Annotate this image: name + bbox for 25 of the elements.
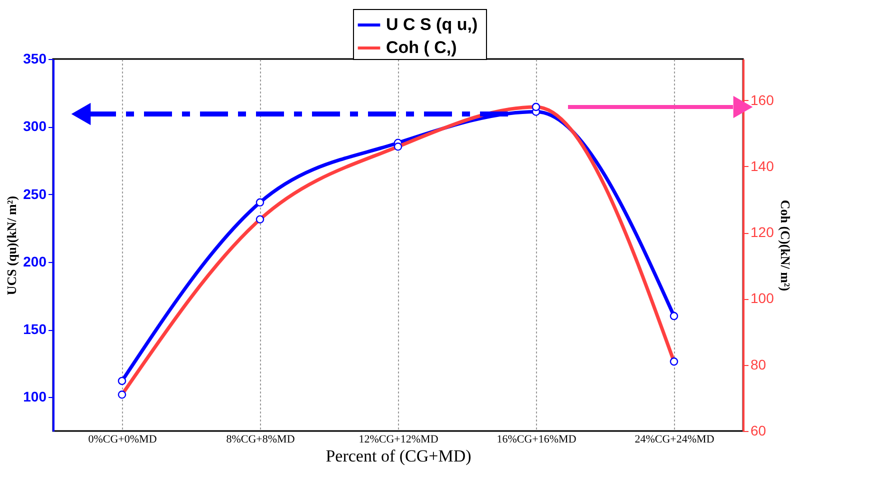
y-tick-label: 250 [23,186,47,202]
y-axis-title: UCS (qu)(kN/ m²) [4,196,20,296]
y2-tick-label: 60 [750,422,766,438]
x-tick-label: 8%CG+8%MD [226,434,295,446]
y2-axis-title: Coh (C)(kN/ m²) [778,200,793,292]
x-tick-label: 24%CG+24%MD [634,434,714,446]
y2-tick-label: 140 [750,158,774,174]
y-tick-label: 300 [23,118,47,134]
x-axis-title: Percent of (CG+MD) [326,446,472,466]
y-tick-label: 350 [23,50,47,66]
point [256,198,264,207]
y2-tick-label: 160 [750,92,774,108]
y2-tick-label: 120 [750,224,774,240]
y2-tick-label: 80 [750,356,766,372]
x-tick-label: 16%CG+16%MD [496,434,576,446]
legend-label: U C S (q u,) [386,15,478,34]
y-tick-label: 200 [23,253,47,270]
point [670,312,678,320]
y-tick-label: 150 [23,321,47,338]
y2-tick-label: 100 [750,290,774,306]
y-tick-label: 100 [23,388,47,405]
x-tick-label: 12%CG+12%MD [358,434,438,446]
point [118,376,126,386]
x-tick-label: 0%CG+0%MD [88,434,157,446]
legend-label: Coh ( C,) [386,38,457,57]
